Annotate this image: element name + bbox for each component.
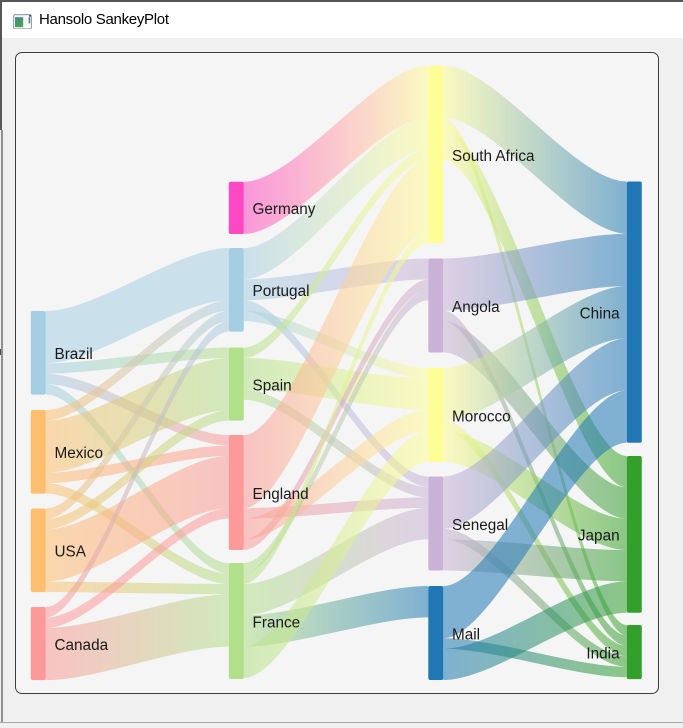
svg-text:Mexico: Mexico bbox=[55, 445, 103, 462]
svg-text:China: China bbox=[580, 305, 620, 322]
svg-text:USA: USA bbox=[55, 544, 87, 561]
svg-text:Morocco: Morocco bbox=[452, 408, 511, 425]
svg-text:Senegal: Senegal bbox=[452, 517, 508, 534]
svg-text:Canada: Canada bbox=[55, 637, 109, 654]
svg-text:Angola: Angola bbox=[452, 299, 500, 316]
svg-text:Mail: Mail bbox=[452, 626, 480, 643]
svg-text:Germany: Germany bbox=[253, 201, 316, 218]
svg-text:Portugal: Portugal bbox=[253, 283, 310, 300]
svg-text:Japan: Japan bbox=[578, 528, 620, 545]
svg-text:India: India bbox=[586, 645, 620, 662]
svg-text:Spain: Spain bbox=[253, 377, 292, 394]
svg-text:France: France bbox=[253, 614, 301, 631]
svg-text:South Africa: South Africa bbox=[452, 148, 535, 165]
svg-text:England: England bbox=[253, 486, 309, 503]
svg-text:Brazil: Brazil bbox=[55, 346, 93, 363]
